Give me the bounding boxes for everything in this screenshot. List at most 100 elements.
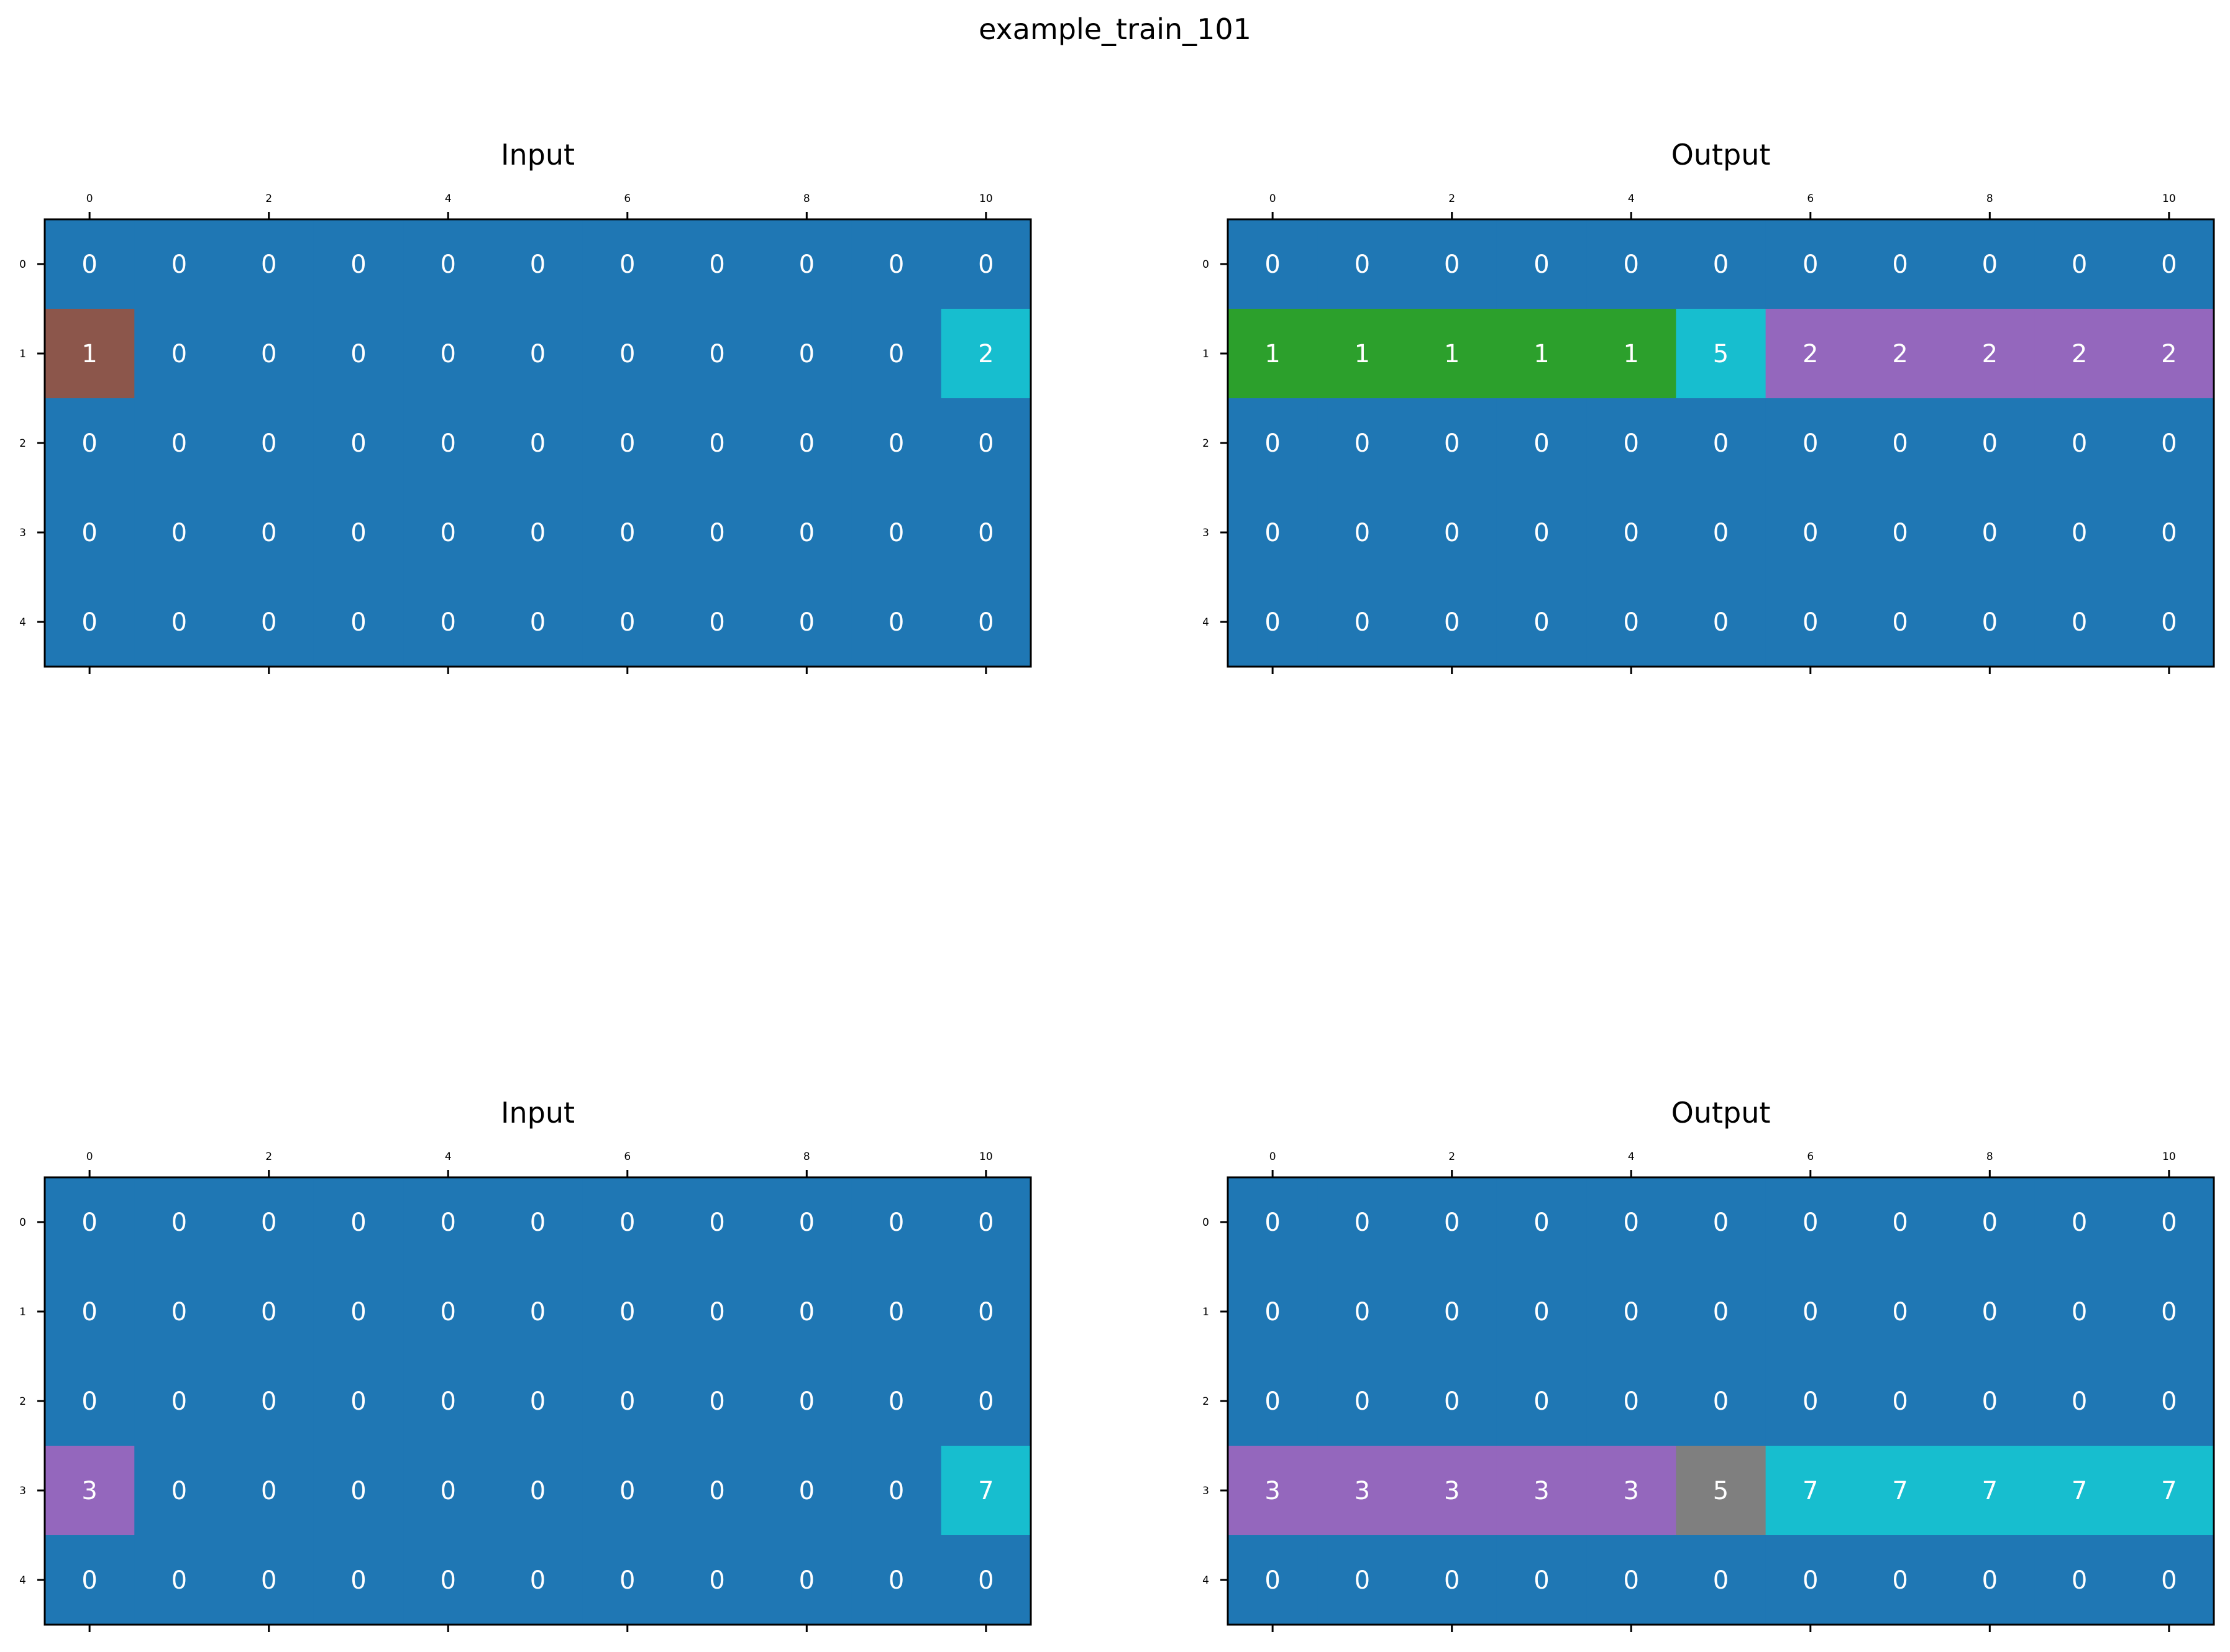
grid-cell xyxy=(1765,1267,1856,1357)
grid-cell xyxy=(1496,1267,1587,1357)
cell-value-label: 0 xyxy=(889,1208,904,1237)
cell-value-label: 0 xyxy=(978,1298,994,1326)
cell-value-label: 1 xyxy=(1533,340,1549,368)
cell-value-label: 0 xyxy=(2161,250,2177,279)
cell-value-label: 0 xyxy=(530,340,546,368)
grid-cell xyxy=(403,398,493,488)
grid-cell xyxy=(313,1446,404,1536)
cell-value-label: 0 xyxy=(978,1566,994,1595)
grid-cell xyxy=(1765,1446,1856,1536)
grid-cell xyxy=(2124,577,2214,667)
cell-value-label: 0 xyxy=(1803,608,1818,637)
cell-value-label: 0 xyxy=(1624,1298,1639,1326)
cell-value-label: 0 xyxy=(1713,1566,1729,1595)
cell-value-label: 0 xyxy=(1982,250,1998,279)
cell-value-label: 0 xyxy=(441,250,456,279)
cell-value-label: 0 xyxy=(171,1477,187,1505)
x-tick-label: 2 xyxy=(1448,1151,1455,1163)
cell-value-label: 0 xyxy=(1444,519,1460,547)
cell-value-label: 0 xyxy=(2072,1298,2087,1326)
cell-value-label: 0 xyxy=(1892,608,1908,637)
cell-value-label: 7 xyxy=(1803,1477,1818,1505)
cell-value-label: 2 xyxy=(1982,340,1998,368)
grid-cell xyxy=(762,1267,852,1357)
grid-cell xyxy=(1407,488,1497,578)
y-tick-label: 3 xyxy=(19,1485,26,1497)
cell-value-label: 0 xyxy=(1533,250,1549,279)
cell-value-label: 0 xyxy=(441,608,456,637)
cell-value-label: 0 xyxy=(350,608,366,637)
y-tick-label: 1 xyxy=(19,348,26,360)
grid-cell xyxy=(2124,309,2214,399)
grid-cell xyxy=(672,1446,762,1536)
y-tick-label: 3 xyxy=(19,527,26,539)
y-tick-label: 4 xyxy=(19,616,26,629)
cell-value-label: 0 xyxy=(2072,519,2087,547)
cell-value-label: 0 xyxy=(1892,1566,1908,1595)
y-tick-label: 1 xyxy=(19,1306,26,1318)
grid-cell xyxy=(45,1535,135,1625)
cell-value-label: 0 xyxy=(171,250,187,279)
cell-value-label: 7 xyxy=(978,1477,994,1505)
grid-cell xyxy=(1496,1535,1587,1625)
grid-cell xyxy=(941,1177,1031,1267)
grid-cell xyxy=(2034,1356,2125,1446)
grid-cell xyxy=(1496,1177,1587,1267)
x-tick-label: 2 xyxy=(265,1151,272,1163)
cell-value-label: 0 xyxy=(1444,1208,1460,1237)
grid-cell xyxy=(2034,1535,2125,1625)
grid-cell xyxy=(313,219,404,309)
cell-value-label: 0 xyxy=(1713,1208,1729,1237)
grid-cell xyxy=(493,1356,583,1446)
y-tick-label: 0 xyxy=(1202,1216,1209,1229)
grid-cell xyxy=(1855,488,1945,578)
panel-title: Output xyxy=(1671,138,1771,171)
grid-cell xyxy=(1586,309,1676,399)
cell-value-label: 0 xyxy=(350,1387,366,1416)
cell-value-label: 0 xyxy=(1892,1298,1908,1326)
cell-value-label: 0 xyxy=(81,519,97,547)
grid-cell xyxy=(1228,1446,1318,1536)
cell-value-label: 0 xyxy=(978,429,994,458)
grid-cell xyxy=(493,309,583,399)
figure-title: example_train_101 xyxy=(979,12,1251,46)
grid-cell xyxy=(1496,219,1587,309)
cell-value-label: 0 xyxy=(261,1208,276,1237)
grid-cell xyxy=(1317,1446,1408,1536)
grid-cell xyxy=(1586,219,1676,309)
grid-cell xyxy=(941,1446,1031,1536)
grid-cell xyxy=(762,488,852,578)
y-tick-label: 0 xyxy=(19,1216,26,1229)
cell-value-label: 0 xyxy=(530,608,546,637)
cell-value-label: 3 xyxy=(1355,1477,1370,1505)
cell-value-label: 0 xyxy=(1982,1387,1998,1416)
cell-value-label: 0 xyxy=(619,1387,635,1416)
grid-cell xyxy=(313,1267,404,1357)
grid-cell xyxy=(1945,577,2036,667)
cell-value-label: 0 xyxy=(1264,1566,1280,1595)
grid-cell xyxy=(2034,1177,2125,1267)
grid-cell xyxy=(1676,1267,1766,1357)
grid-cell xyxy=(1855,1177,1945,1267)
x-tick-label: 0 xyxy=(1269,193,1276,205)
cell-value-label: 3 xyxy=(1533,1477,1549,1505)
cell-value-label: 0 xyxy=(1264,429,1280,458)
grid-cell xyxy=(941,398,1031,488)
cell-value-label: 0 xyxy=(530,1387,546,1416)
grid-cell xyxy=(672,577,762,667)
cell-value-label: 0 xyxy=(1444,429,1460,458)
cell-value-label: 0 xyxy=(350,1566,366,1595)
cell-value-label: 0 xyxy=(799,1566,815,1595)
grid-cell xyxy=(941,1356,1031,1446)
cell-value-label: 2 xyxy=(1803,340,1818,368)
cell-value-label: 0 xyxy=(978,1208,994,1237)
x-tick-label: 10 xyxy=(979,193,993,205)
grid-cell xyxy=(493,1267,583,1357)
grid-cell xyxy=(134,488,225,578)
grid-cell xyxy=(2034,1446,2125,1536)
cell-value-label: 0 xyxy=(1264,608,1280,637)
cell-value-label: 0 xyxy=(1444,1298,1460,1326)
cell-value-label: 0 xyxy=(171,340,187,368)
grid-cell xyxy=(493,488,583,578)
cell-value-label: 0 xyxy=(1713,429,1729,458)
